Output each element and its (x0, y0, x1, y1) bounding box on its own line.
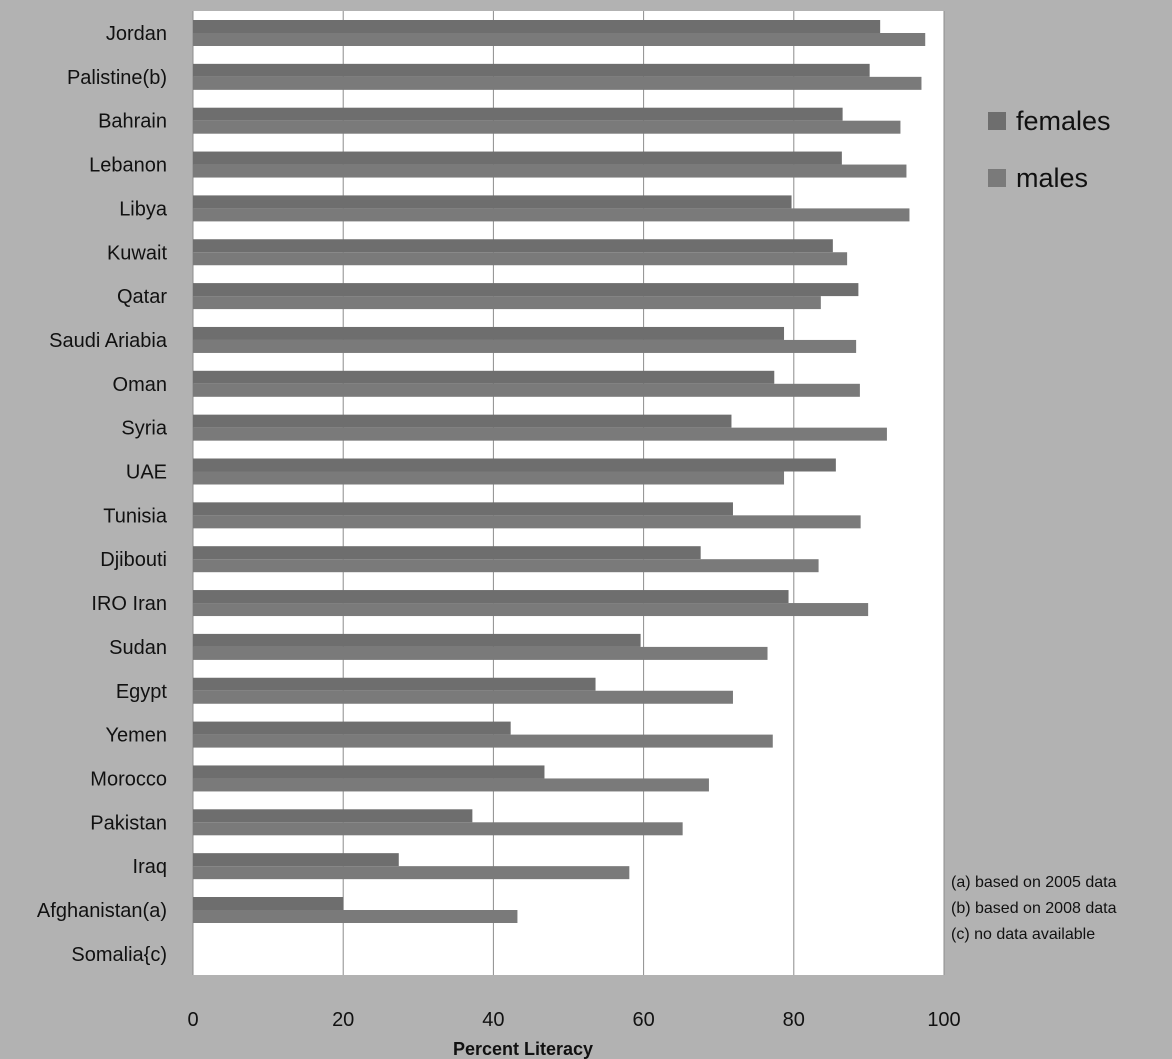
bar-males (193, 603, 869, 617)
bar-females (193, 765, 545, 779)
bar-males (193, 515, 861, 529)
bar-males (193, 252, 848, 266)
bar-females (193, 370, 775, 384)
category-label: Jordan (106, 23, 167, 45)
bar-females (193, 195, 792, 209)
x-tick-label: 80 (783, 1009, 805, 1031)
legend-swatch (988, 169, 1006, 187)
category-label: Afghanistan(a) (37, 900, 167, 922)
category-label: Morocco (90, 768, 167, 790)
footnote: (a) based on 2005 data (951, 874, 1117, 891)
bar-females (193, 897, 344, 910)
category-label: Djibouti (100, 549, 167, 571)
bar-females (193, 107, 843, 121)
bar-males (193, 778, 709, 792)
category-label: Qatar (117, 286, 167, 308)
category-label: Tunisia (103, 505, 168, 527)
category-label: Somalia{c) (71, 944, 167, 966)
category-label: Libya (119, 198, 168, 220)
x-tick-labels: 0 20 40 60 80 100 (187, 1009, 960, 1031)
bar-females (193, 502, 733, 516)
bar-females (193, 546, 701, 560)
x-tick-label: 20 (332, 1009, 354, 1031)
bar-females (193, 326, 785, 340)
bar-males (193, 910, 518, 923)
bar-females (193, 590, 789, 604)
bar-males (193, 734, 773, 748)
bar-females (193, 458, 836, 472)
bars (193, 20, 926, 923)
category-label: Lebanon (89, 155, 167, 177)
bar-males (193, 690, 733, 704)
category-label: Egypt (116, 681, 168, 703)
x-axis-label: Percent Literacy (453, 1039, 593, 1059)
category-label: Yemen (105, 725, 167, 747)
bar-males (193, 559, 819, 573)
x-tick-label: 40 (482, 1009, 504, 1031)
legend-label: males (1016, 163, 1088, 193)
bar-males (193, 646, 768, 660)
category-label: UAE (126, 462, 167, 484)
x-tick-label: 60 (632, 1009, 654, 1031)
bar-females (193, 283, 859, 297)
bar-females (193, 677, 596, 691)
category-label: Pakistan (90, 812, 167, 834)
bar-males (193, 471, 785, 485)
bar-females (193, 414, 732, 428)
notes: (a) based on 2005 data (b) based on 2008 … (951, 874, 1117, 943)
bar-females (193, 239, 833, 253)
category-label: Sudan (109, 637, 167, 659)
bar-females (193, 151, 842, 165)
category-label: Syria (121, 418, 167, 440)
bar-males (193, 208, 910, 222)
bar-males (193, 296, 821, 310)
legend-label: females (1016, 106, 1111, 136)
category-label: Kuwait (107, 242, 167, 264)
footnote: (b) based on 2008 data (951, 900, 1117, 917)
bar-males (193, 339, 857, 353)
bar-males (193, 866, 630, 880)
category-label: Palistine(b) (67, 67, 167, 89)
bar-males (193, 164, 907, 178)
category-labels: Jordan Palistine(b) Bahrain Lebanon Libya Kuw… (37, 23, 168, 966)
bar-females (193, 63, 870, 77)
bar-males (193, 822, 683, 836)
bar-males (193, 33, 926, 46)
category-label: Saudi Ariabia (49, 330, 168, 352)
bar-females (193, 809, 473, 823)
category-label: Oman (113, 374, 167, 396)
category-label: Iraq (133, 856, 167, 878)
x-tick-label: 0 (187, 1009, 198, 1031)
bar-males (193, 383, 860, 397)
bar-males (193, 427, 887, 441)
bar-females (193, 853, 399, 867)
legend-swatch (988, 112, 1006, 130)
bar-males (193, 76, 922, 90)
category-label: IRO Iran (91, 593, 167, 615)
bar-females (193, 633, 641, 647)
bar-females (193, 20, 881, 33)
bar-males (193, 120, 901, 134)
x-tick-label: 100 (927, 1009, 960, 1031)
category-label: Bahrain (98, 111, 167, 133)
legend: females males (988, 106, 1111, 193)
bar-females (193, 721, 511, 735)
footnote: (c) no data available (951, 926, 1095, 943)
